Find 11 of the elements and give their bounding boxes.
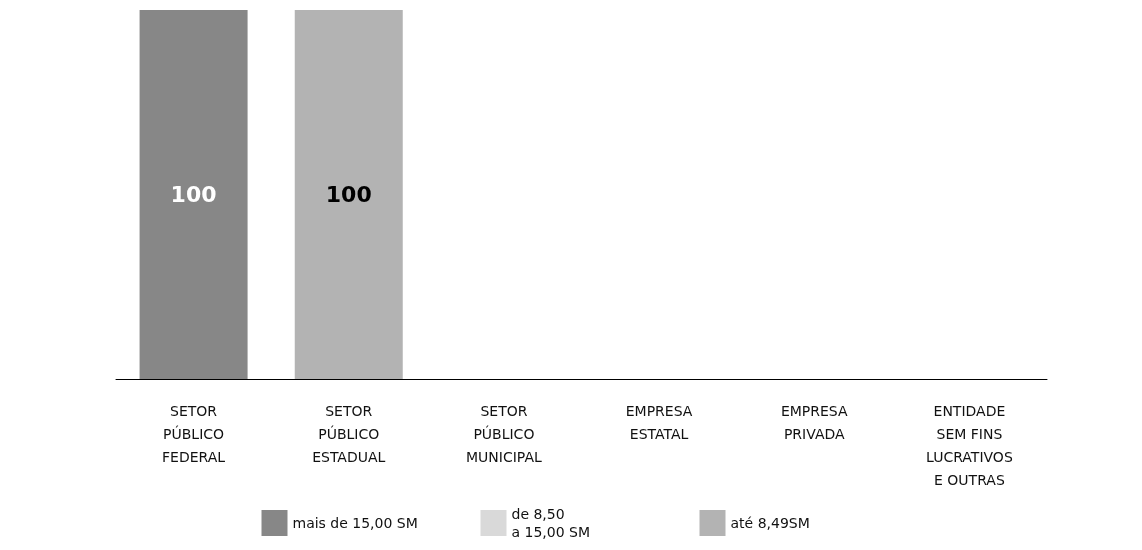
x-tick-label: EMPRESA PRIVADA (780, 402, 848, 442)
data-label: 100 (170, 182, 217, 207)
x-tick-label: SETOR PÚBLICO FEDERAL (162, 402, 226, 465)
x-tick-label: SETOR PÚBLICO MUNICIPAL (466, 402, 542, 465)
x-tick-label: SETOR PÚBLICO ESTADUAL (312, 402, 386, 465)
legend-label: até 8,49SM (730, 515, 810, 531)
legend-label: mais de 15,00 SM (292, 515, 418, 531)
legend-label: de 8,50 a 15,00 SM (511, 506, 591, 540)
x-tick-label: ENTIDADE SEM FINS LUCRATIVOS E OUTRAS (926, 402, 1013, 488)
data-label: 100 (325, 182, 372, 207)
x-tick-label: EMPRESA ESTATAL (625, 402, 693, 442)
